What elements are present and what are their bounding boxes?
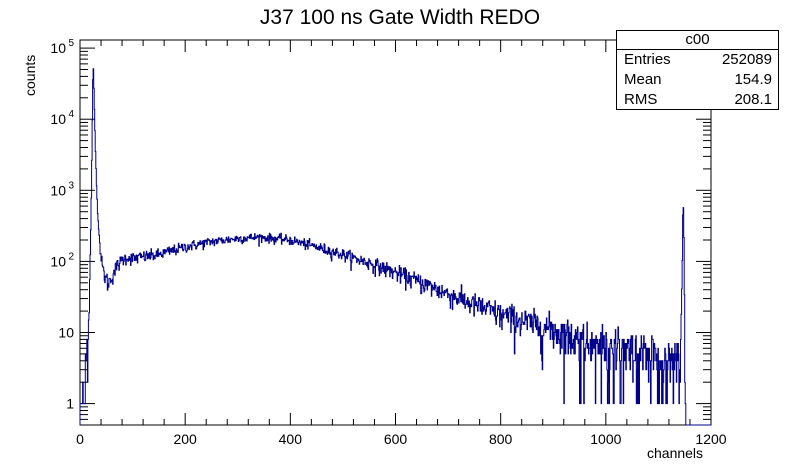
y-tick-exponent: 2 — [68, 251, 74, 262]
x-tick-label: 1200 — [695, 431, 726, 447]
y-tick-exponent: 5 — [68, 38, 74, 49]
x-tick-label: 600 — [384, 431, 408, 447]
y-tick-label: 10 — [50, 111, 66, 127]
x-tick-label: 800 — [489, 431, 513, 447]
y-tick-label: 10 — [50, 253, 66, 269]
stats-entries-value: 252089 — [721, 51, 772, 68]
y-tick-label: 10 — [58, 324, 74, 340]
stats-mean-value: 154.9 — [734, 71, 772, 88]
stats-entries-label: Entries — [624, 51, 671, 68]
y-tick-label: 1 — [66, 396, 74, 412]
stats-box: c00 Entries 252089 Mean 154.9 RMS 208.1 — [616, 30, 779, 110]
x-axis-title: channels — [647, 445, 704, 461]
x-tick-label: 200 — [173, 431, 197, 447]
chart-title: J37 100 ns Gate Width REDO — [259, 6, 541, 29]
stats-name: c00 — [617, 31, 778, 50]
x-tick-label: 0 — [76, 431, 84, 447]
x-tick-label: 400 — [279, 431, 303, 447]
y-tick-label: 10 — [50, 40, 66, 56]
y-tick-label: 10 — [50, 182, 66, 198]
y-tick-exponent: 3 — [68, 180, 74, 191]
y-tick-exponent: 4 — [68, 109, 74, 120]
stats-mean-label: Mean — [624, 71, 662, 88]
x-tick-label: 1000 — [590, 431, 621, 447]
stats-row-rms: RMS 208.1 — [617, 90, 778, 110]
stats-rms-label: RMS — [624, 91, 658, 108]
stats-row-mean: Mean 154.9 — [617, 70, 778, 90]
y-axis-title: counts — [22, 54, 38, 96]
stats-rms-value: 208.1 — [734, 91, 772, 108]
stats-row-entries: Entries 252089 — [617, 50, 778, 70]
histogram-series — [79, 68, 711, 426]
